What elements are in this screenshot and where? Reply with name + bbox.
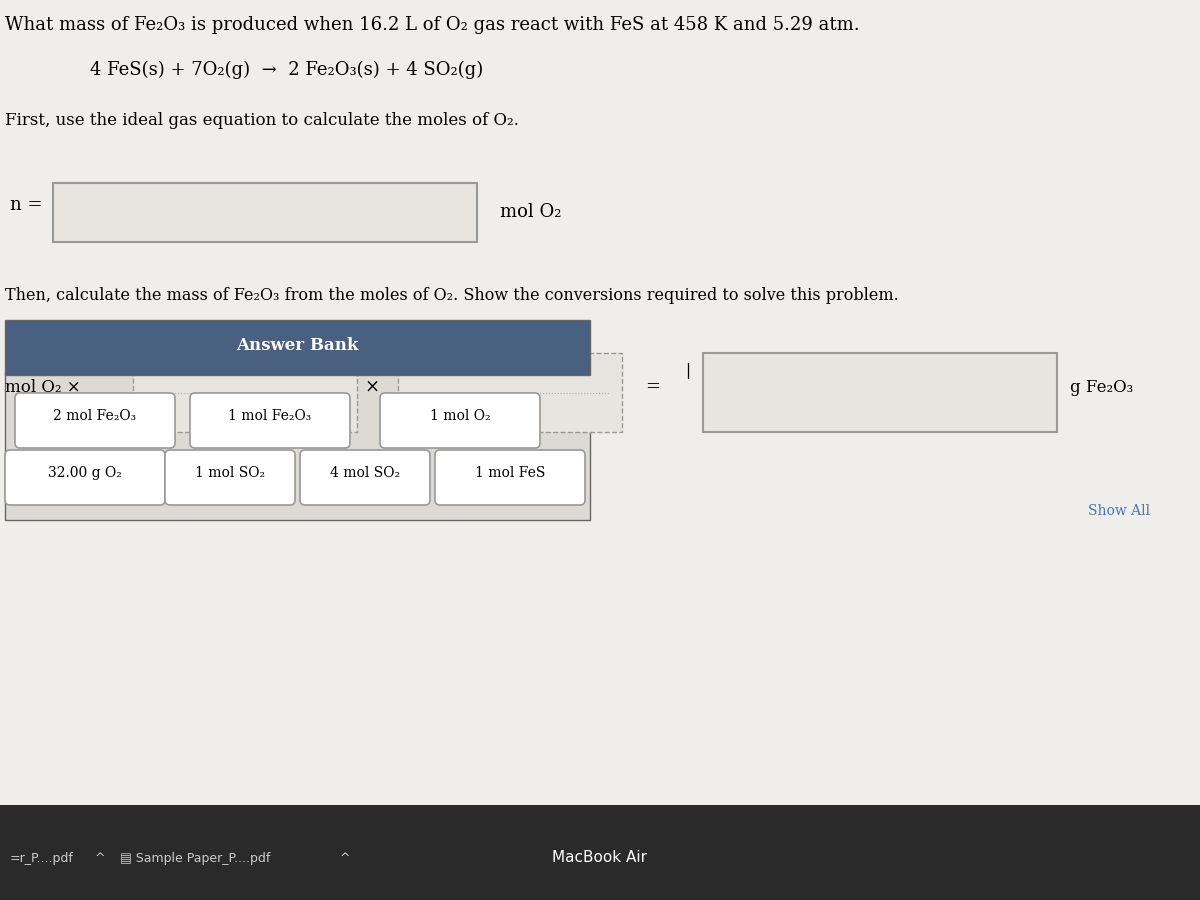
Text: 1 mol SO₂: 1 mol SO₂ — [194, 466, 265, 480]
Text: 4 mol SO₂: 4 mol SO₂ — [330, 466, 400, 480]
Text: =: = — [646, 378, 660, 396]
FancyBboxPatch shape — [5, 320, 590, 375]
Text: mol O₂: mol O₂ — [500, 203, 562, 221]
Text: 1 mol Fe₂O₃: 1 mol Fe₂O₃ — [228, 409, 312, 423]
Text: First, use the ideal gas equation to calculate the moles of O₂.: First, use the ideal gas equation to cal… — [5, 112, 518, 129]
Text: Show All: Show All — [1088, 504, 1150, 518]
Text: Answer Bank: Answer Bank — [236, 337, 359, 354]
Text: 1 mol O₂: 1 mol O₂ — [430, 409, 491, 423]
FancyBboxPatch shape — [380, 393, 540, 448]
Text: 1 mol FeS: 1 mol FeS — [475, 466, 545, 480]
FancyBboxPatch shape — [5, 450, 166, 505]
Text: n =: n = — [10, 196, 42, 214]
Text: Then, calculate the mass of Fe₂O₃ from the moles of O₂. Show the conversions req: Then, calculate the mass of Fe₂O₃ from t… — [5, 287, 899, 304]
Text: ^: ^ — [340, 852, 350, 865]
Text: MacBook Air: MacBook Air — [552, 850, 648, 865]
Text: |: | — [685, 363, 690, 379]
FancyBboxPatch shape — [434, 450, 586, 505]
FancyBboxPatch shape — [190, 393, 350, 448]
Text: =r_P....pdf: =r_P....pdf — [10, 852, 74, 865]
Text: 2 mol Fe₂O₃: 2 mol Fe₂O₃ — [54, 409, 137, 423]
Text: 4 FeS(s) + 7O₂(g)  →  2 Fe₂O₃(s) + 4 SO₂(g): 4 FeS(s) + 7O₂(g) → 2 Fe₂O₃(s) + 4 SO₂(g… — [90, 61, 484, 79]
FancyBboxPatch shape — [16, 393, 175, 448]
Text: g Fe₂O₃: g Fe₂O₃ — [1070, 379, 1133, 396]
FancyBboxPatch shape — [300, 450, 430, 505]
Text: mol O₂ ×: mol O₂ × — [5, 379, 80, 396]
FancyBboxPatch shape — [5, 372, 590, 520]
FancyBboxPatch shape — [133, 353, 358, 432]
Text: 32.00 g O₂: 32.00 g O₂ — [48, 466, 122, 480]
FancyBboxPatch shape — [0, 0, 1200, 805]
Text: ▤ Sample Paper_P....pdf: ▤ Sample Paper_P....pdf — [120, 852, 270, 865]
FancyBboxPatch shape — [398, 353, 622, 432]
FancyBboxPatch shape — [166, 450, 295, 505]
Text: ×: × — [365, 378, 380, 396]
FancyBboxPatch shape — [0, 805, 1200, 900]
Text: ^: ^ — [95, 852, 106, 865]
FancyBboxPatch shape — [703, 353, 1057, 432]
FancyBboxPatch shape — [53, 183, 478, 242]
Text: What mass of Fe₂O₃ is produced when 16.2 L of O₂ gas react with FeS at 458 K and: What mass of Fe₂O₃ is produced when 16.2… — [5, 16, 859, 34]
